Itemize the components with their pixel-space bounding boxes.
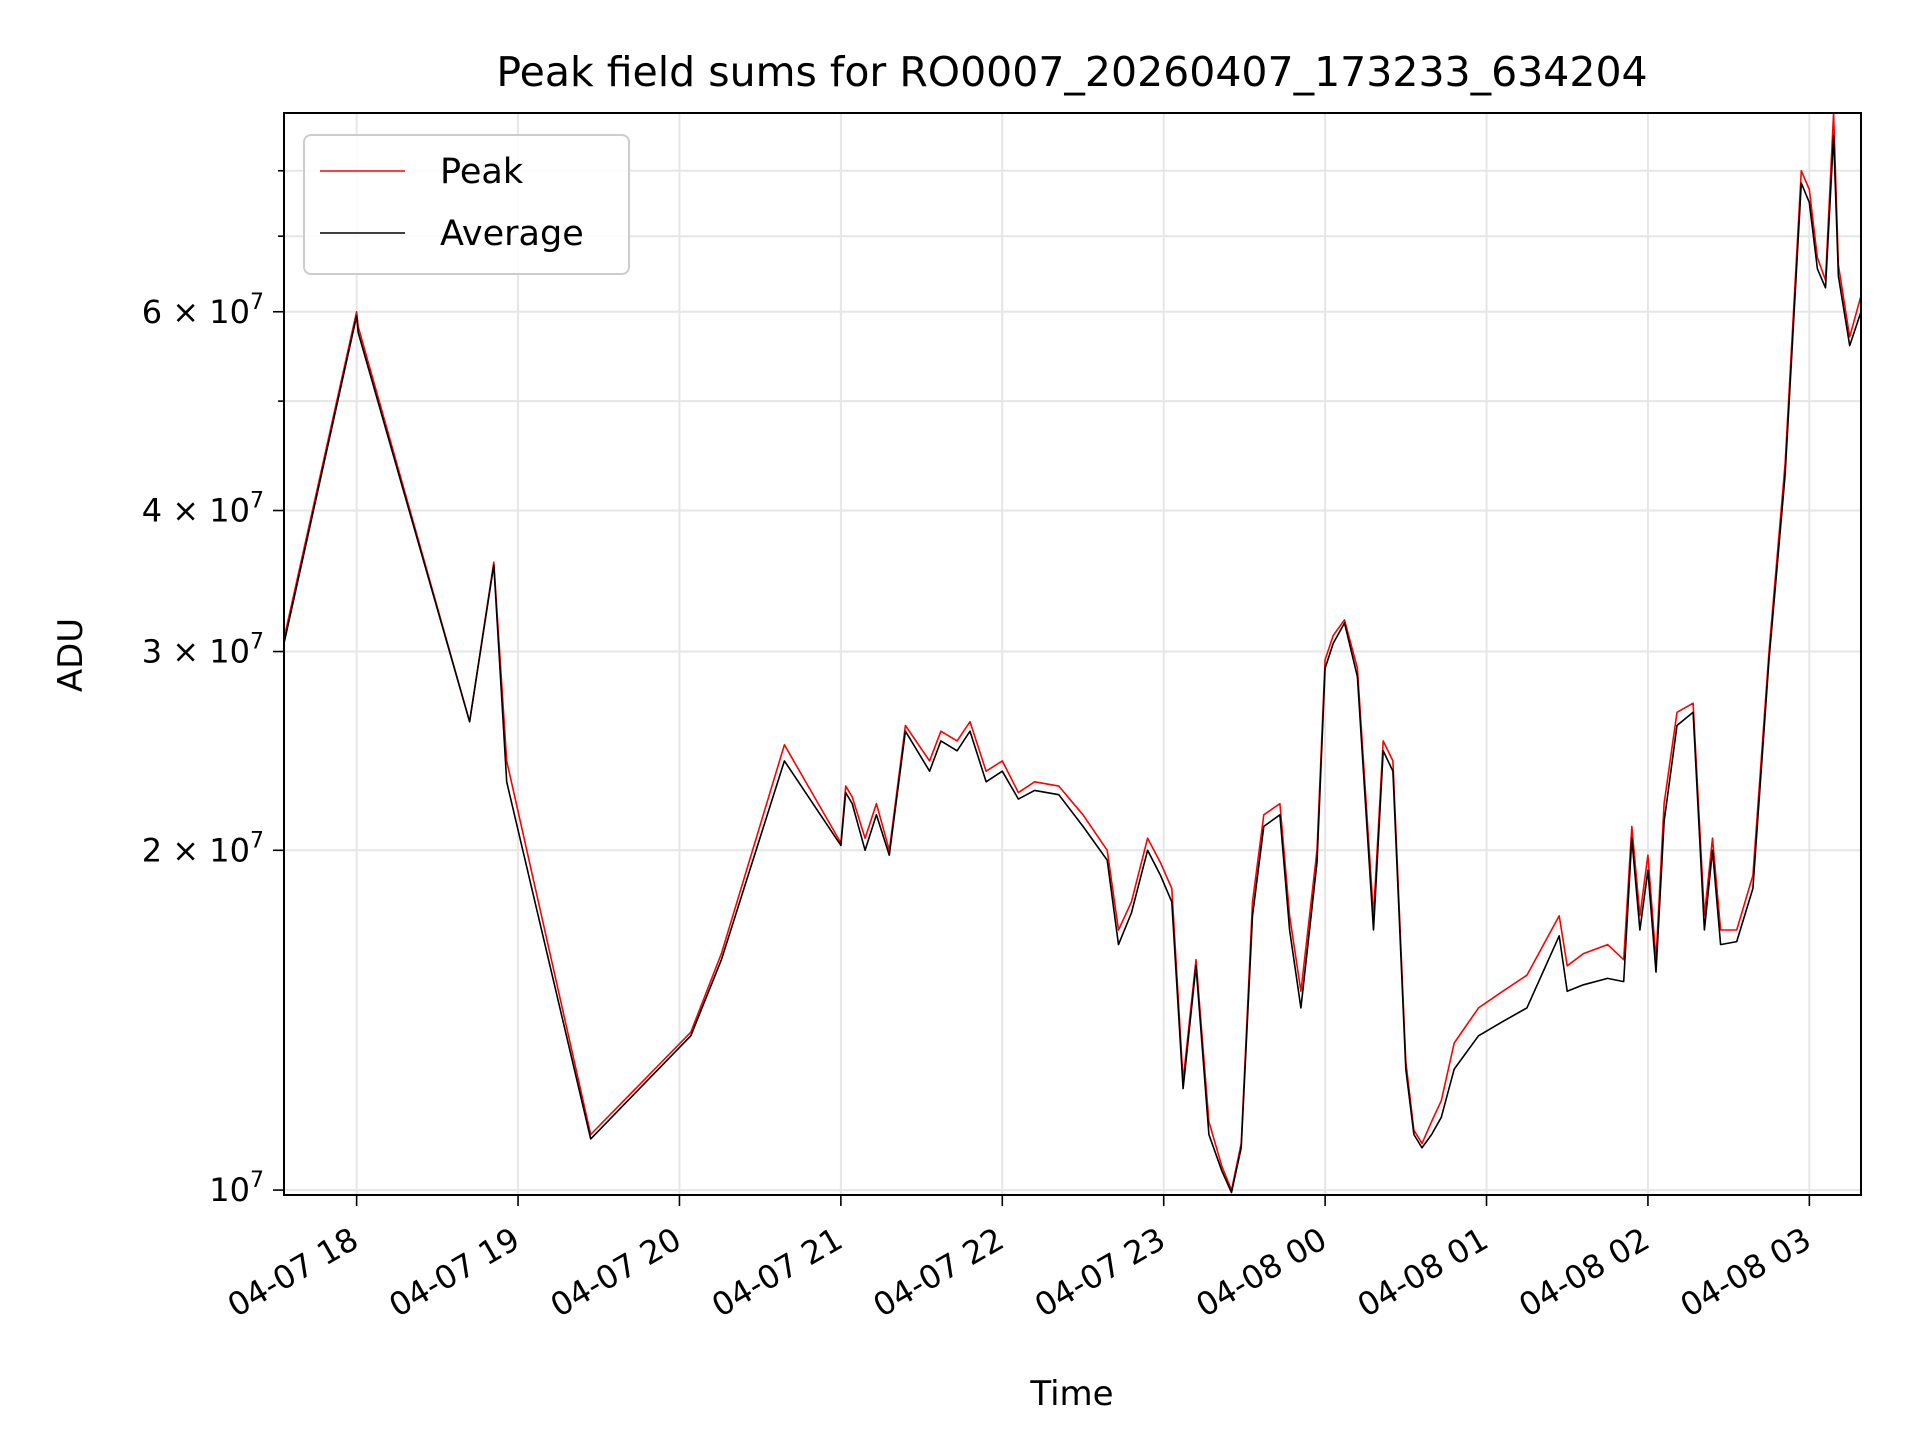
y-tick-mantissa: 2 bbox=[142, 831, 173, 869]
y-tick-base: × 10 bbox=[172, 633, 250, 671]
y-tick-base: × 10 bbox=[172, 831, 250, 869]
series-layer bbox=[283, 112, 1862, 1194]
y-tick-label: 3 × 107 bbox=[142, 630, 264, 671]
legend-label-average: Average bbox=[440, 214, 584, 254]
y-tick-base: 10 bbox=[209, 1171, 250, 1209]
y-tick-exponent: 7 bbox=[250, 1168, 264, 1193]
y-tick-exponent: 7 bbox=[250, 489, 264, 514]
y-tick-mantissa: 6 bbox=[142, 293, 173, 331]
legend: Peak Average bbox=[303, 134, 630, 275]
y-tick-mantissa: 3 bbox=[142, 633, 173, 671]
y-tick-base: × 10 bbox=[172, 293, 250, 331]
y-axis-label: ADU bbox=[51, 618, 91, 692]
grid-lines bbox=[284, 113, 1861, 1195]
legend-label-peak: Peak bbox=[440, 152, 524, 192]
plot-frame bbox=[283, 112, 1862, 1196]
series-line-average bbox=[283, 134, 1862, 1194]
y-tick-label: 6 × 107 bbox=[142, 290, 264, 331]
y-tick-exponent: 7 bbox=[250, 290, 264, 315]
y-tick-exponent: 7 bbox=[250, 630, 264, 655]
y-tick-label: 2 × 107 bbox=[142, 828, 264, 869]
legend-box bbox=[303, 134, 630, 275]
y-tick-mantissa: 4 bbox=[142, 492, 173, 530]
y-tick-label: 107 bbox=[209, 1168, 264, 1209]
chart-title: Peak field sums for RO0007_20260407_1732… bbox=[496, 48, 1647, 96]
x-axis-label: Time bbox=[1029, 1374, 1113, 1414]
y-tick-base: × 10 bbox=[172, 492, 250, 530]
y-tick-exponent: 7 bbox=[250, 828, 264, 853]
y-tick-label: 4 × 107 bbox=[142, 489, 264, 530]
